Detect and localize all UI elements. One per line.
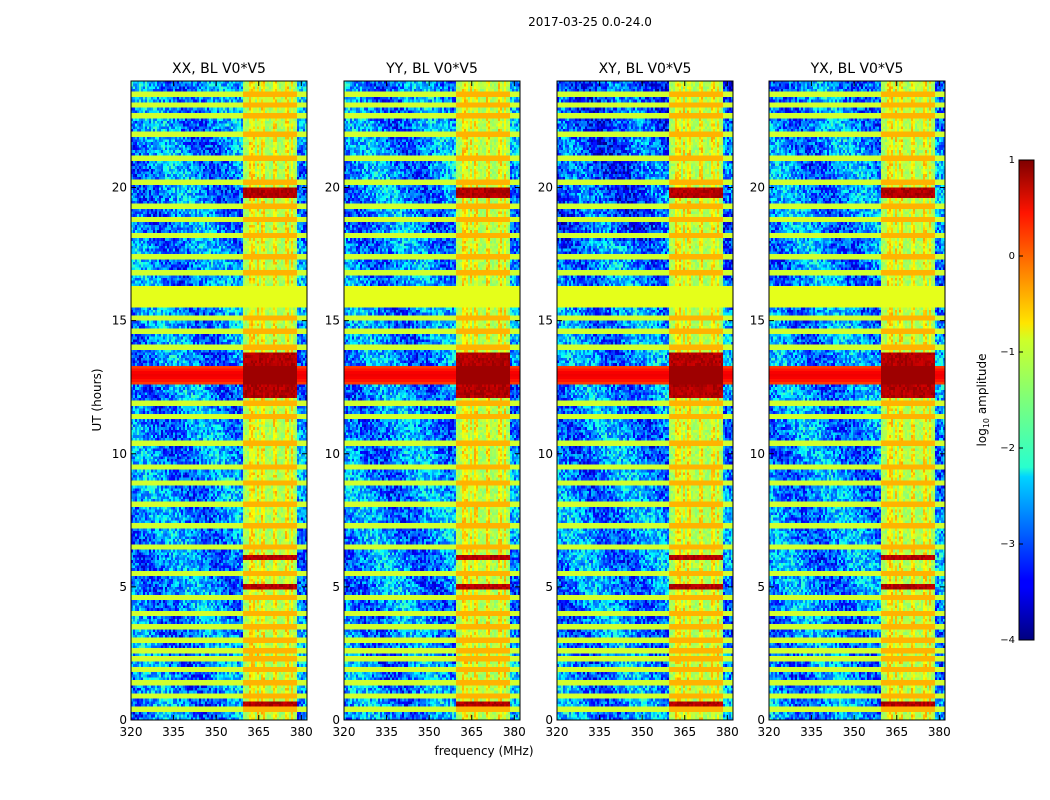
colorbar-gradient <box>1019 160 1034 640</box>
x-tick-label: 350 <box>205 725 228 739</box>
x-tick-label: 365 <box>247 725 270 739</box>
panel-yx: YX, BL V0*V5 320 335 350 365 380 0 5 10 15 20 <box>750 61 951 739</box>
heatmap-image <box>769 81 945 720</box>
x-tick-label: 365 <box>673 725 696 739</box>
y-tick-label: 0 <box>119 713 127 727</box>
heatmap-image <box>557 81 733 720</box>
x-tick-label: 350 <box>631 725 654 739</box>
y-tick-label: 10 <box>112 447 127 461</box>
axes-frame <box>343 80 521 721</box>
y-tick-label: 5 <box>119 580 127 594</box>
colorbar-tick-label: −1 <box>1000 347 1015 358</box>
x-tick-label: 380 <box>503 725 526 739</box>
y-tick-label: 5 <box>757 580 765 594</box>
y-tick-label: 0 <box>332 713 340 727</box>
x-tick-label: 320 <box>546 725 569 739</box>
panel-yy: YY, BL V0*V5 320 335 350 365 380 0 5 10 15 20 <box>325 61 526 739</box>
y-tick-label: 10 <box>750 447 765 461</box>
x-tick-label: 335 <box>800 725 823 739</box>
panel-xy: XY, BL V0*V5 320 335 350 365 380 0 5 10 15 20 <box>538 61 739 739</box>
x-tick-label: 365 <box>460 725 483 739</box>
y-tick-label: 10 <box>325 447 340 461</box>
heatmap-image <box>344 81 520 720</box>
colorbar: 1 0 −1 −2 −3 −4 log10 amplitude <box>975 155 1035 646</box>
colorbar-tick-label: −4 <box>1000 635 1015 646</box>
x-axis-label: frequency (MHz) <box>434 744 533 758</box>
colorbar-tick-label: 1 <box>1009 155 1015 166</box>
x-tick-label: 380 <box>928 725 951 739</box>
y-tick-label: 15 <box>325 314 340 328</box>
y-tick-label: 20 <box>112 181 127 195</box>
x-tick-label: 350 <box>418 725 441 739</box>
panel-title: XY, BL V0*V5 <box>599 61 692 77</box>
x-tick-label: 350 <box>843 725 866 739</box>
x-tick-label: 365 <box>885 725 908 739</box>
panel-title: YX, BL V0*V5 <box>810 61 904 77</box>
y-tick-label: 15 <box>538 314 553 328</box>
y-tick-label: 10 <box>538 447 553 461</box>
y-tick-label: 15 <box>112 314 127 328</box>
x-tick-label: 320 <box>758 725 781 739</box>
colorbar-tick-label: −3 <box>1000 539 1015 550</box>
colorbar-tick-label: −2 <box>1000 443 1015 454</box>
y-tick-label: 20 <box>325 181 340 195</box>
panel-title: XX, BL V0*V5 <box>172 61 266 77</box>
y-tick-label: 0 <box>545 713 553 727</box>
x-tick-label: 320 <box>120 725 143 739</box>
colorbar-frame <box>1018 159 1035 641</box>
y-tick-label: 15 <box>750 314 765 328</box>
x-tick-label: 335 <box>588 725 611 739</box>
figure-title: 2017-03-25 0.0-24.0 <box>528 15 652 29</box>
colorbar-tick-label: 0 <box>1009 251 1015 262</box>
y-tick-label: 5 <box>545 580 553 594</box>
y-tick-label: 20 <box>750 181 765 195</box>
axes-frame <box>768 80 946 721</box>
y-axis-label: UT (hours) <box>90 368 104 431</box>
x-tick-label: 320 <box>333 725 356 739</box>
y-tick-label: 0 <box>757 713 765 727</box>
panel-title: YY, BL V0*V5 <box>385 61 478 77</box>
x-tick-label: 335 <box>375 725 398 739</box>
x-tick-label: 335 <box>162 725 185 739</box>
x-tick-label: 380 <box>716 725 739 739</box>
axes-frame <box>556 80 734 721</box>
axes-frame <box>130 80 308 721</box>
y-tick-label: 5 <box>332 580 340 594</box>
x-tick-label: 380 <box>290 725 313 739</box>
colorbar-label: log10 amplitude <box>975 354 991 447</box>
heatmap-image <box>131 81 307 720</box>
panel-xx: XX, BL V0*V5 320 335 350 365 380 0 5 10 15 20 <box>112 61 313 739</box>
y-tick-label: 20 <box>538 181 553 195</box>
